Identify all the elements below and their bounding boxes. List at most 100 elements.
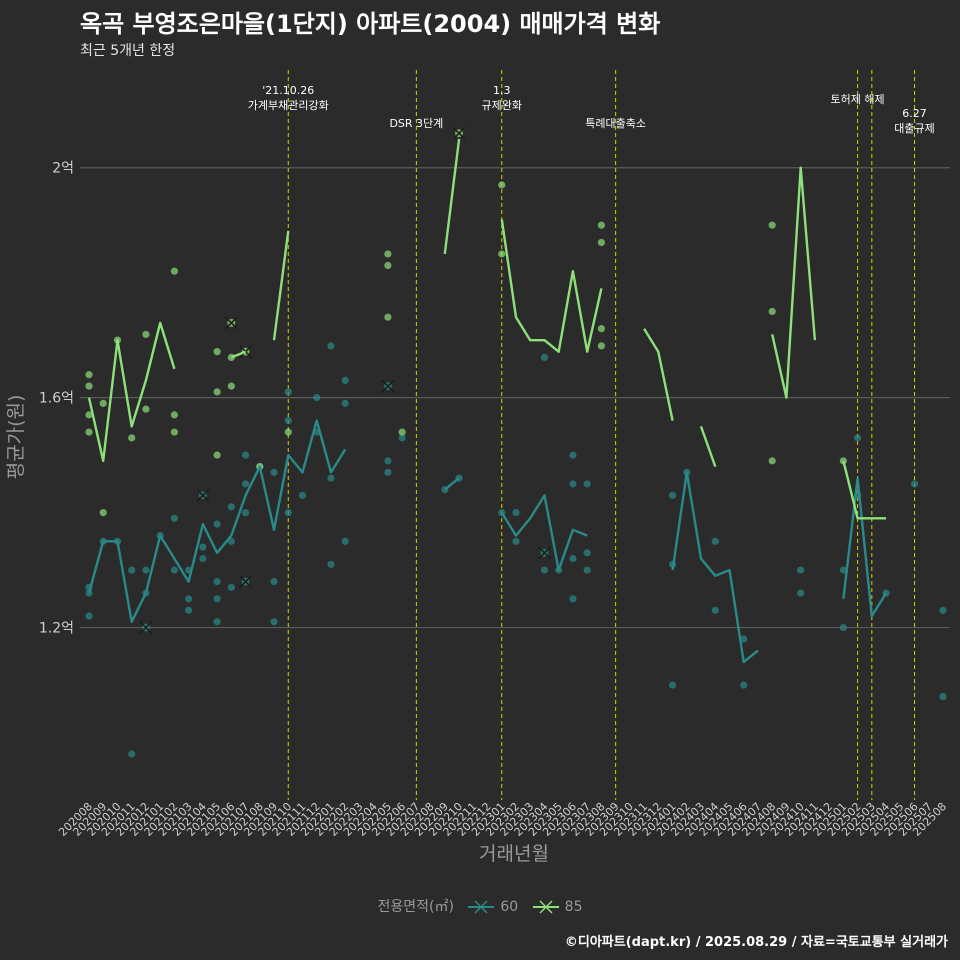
series-line-85: [771, 166, 817, 399]
data-point-85: [384, 261, 392, 270]
data-point-60: [298, 491, 307, 499]
data-point-85: [384, 250, 392, 258]
data-point-85: [768, 307, 776, 316]
data-point-60: [241, 480, 250, 488]
data-point-60: [839, 623, 847, 632]
data-point-85: [384, 313, 392, 321]
chart-title: 옥곡 부영조은마을(1단지) 아파트(2004) 매매가격 변화: [80, 10, 661, 38]
data-point-60: [128, 566, 136, 574]
data-point-60: [854, 434, 862, 442]
data-point-85: [768, 457, 776, 465]
data-point-60: [199, 554, 207, 563]
y-axis: 1.2억 1.6억 2억: [39, 161, 74, 637]
data-points: [85, 126, 947, 758]
event-label: 1.3 규제완화: [482, 84, 522, 112]
data-point-85: [99, 399, 107, 407]
data-point-60: [341, 376, 349, 384]
event-label: 6.27 대출규제: [894, 107, 934, 135]
event-label-line: DSR 3단계: [389, 117, 443, 130]
data-point-60: [583, 566, 591, 574]
data-point-60: [270, 468, 278, 476]
cross-marker-60: [381, 379, 395, 393]
series-line-60: [444, 477, 460, 491]
legend-label-85: 85: [564, 899, 583, 915]
data-point-85: [170, 267, 178, 275]
data-point-60: [939, 692, 947, 701]
x-axis: 2020082020092020102020112020122021012021…: [56, 800, 949, 839]
data-point-85: [227, 382, 235, 390]
data-point-60: [284, 508, 292, 517]
series-line-60: [842, 476, 888, 618]
series-line-85: [230, 350, 247, 359]
data-point-60: [227, 503, 235, 511]
data-point-60: [569, 451, 577, 459]
data-point-60: [540, 353, 549, 362]
legend-item-85: 85: [531, 898, 583, 916]
data-point-60: [284, 388, 292, 396]
y-axis-title: 평균가(원): [5, 395, 27, 480]
data-point-85: [597, 221, 606, 229]
y-tick-label: 1.6억: [39, 391, 74, 407]
event-label-line: '21.10.26: [262, 84, 314, 97]
data-point-85: [128, 434, 136, 442]
data-point-60: [910, 480, 919, 488]
event-label: 토허제 해제: [831, 92, 885, 106]
y-tick-label: 2억: [52, 161, 74, 177]
data-point-85: [142, 405, 150, 413]
grid-lines: [80, 167, 950, 629]
event-label-line: 토허제 해제: [831, 92, 885, 106]
data-point-60: [142, 566, 150, 574]
data-point-60: [512, 508, 520, 517]
data-point-60: [384, 468, 392, 476]
series-line-85: [699, 425, 717, 468]
data-point-85: [170, 411, 178, 419]
series-line-85: [272, 230, 290, 341]
y-tick-label: 1.2억: [39, 621, 74, 637]
data-point-60: [185, 606, 193, 614]
legend-label-60: 60: [500, 899, 519, 915]
data-point-85: [213, 451, 221, 459]
event-label-line: 1.3: [493, 84, 511, 97]
cross-marker-85: [224, 316, 238, 330]
event-label-line: 6.27: [902, 107, 927, 120]
series-line-85: [87, 321, 176, 463]
data-point-85: [284, 428, 292, 436]
event-label-line: 대출규제: [894, 122, 934, 135]
event-label-line: 특례대출축소: [585, 117, 646, 130]
series-line-85: [643, 328, 674, 421]
data-point-60: [227, 583, 235, 591]
data-point-60: [241, 508, 250, 517]
series-lines: [87, 138, 888, 664]
data-point-60: [740, 635, 748, 643]
data-point-60: [213, 577, 221, 586]
data-point-60: [384, 457, 392, 465]
data-point-85: [99, 508, 107, 517]
data-point-60: [327, 560, 335, 568]
data-point-60: [668, 681, 677, 689]
data-point-60: [341, 537, 349, 545]
series-line-60: [671, 471, 759, 664]
data-point-60: [241, 451, 250, 459]
data-point-85: [597, 325, 606, 333]
chart-subtitle: 최근 5개년 한정: [80, 43, 176, 59]
event-label-line: 규제완화: [482, 99, 522, 112]
data-point-60: [313, 394, 321, 402]
data-point-60: [711, 537, 719, 545]
legend-item-60: 60: [466, 898, 518, 916]
data-point-60: [327, 474, 335, 482]
data-point-60: [170, 566, 178, 574]
data-point-85: [597, 238, 606, 247]
data-point-85: [213, 348, 221, 356]
data-point-85: [85, 428, 93, 436]
event-label-line: 가계부채관리강화: [248, 99, 329, 112]
data-point-60: [668, 491, 677, 499]
data-point-60: [170, 514, 178, 522]
data-point-85: [213, 388, 221, 396]
legend: 전용면적(㎡) 60 85: [0, 896, 960, 916]
data-point-60: [327, 342, 335, 350]
legend-title: 전용면적(㎡): [377, 899, 454, 915]
event-label: 특례대출축소: [585, 117, 646, 130]
cross-marker-85: [452, 126, 466, 140]
